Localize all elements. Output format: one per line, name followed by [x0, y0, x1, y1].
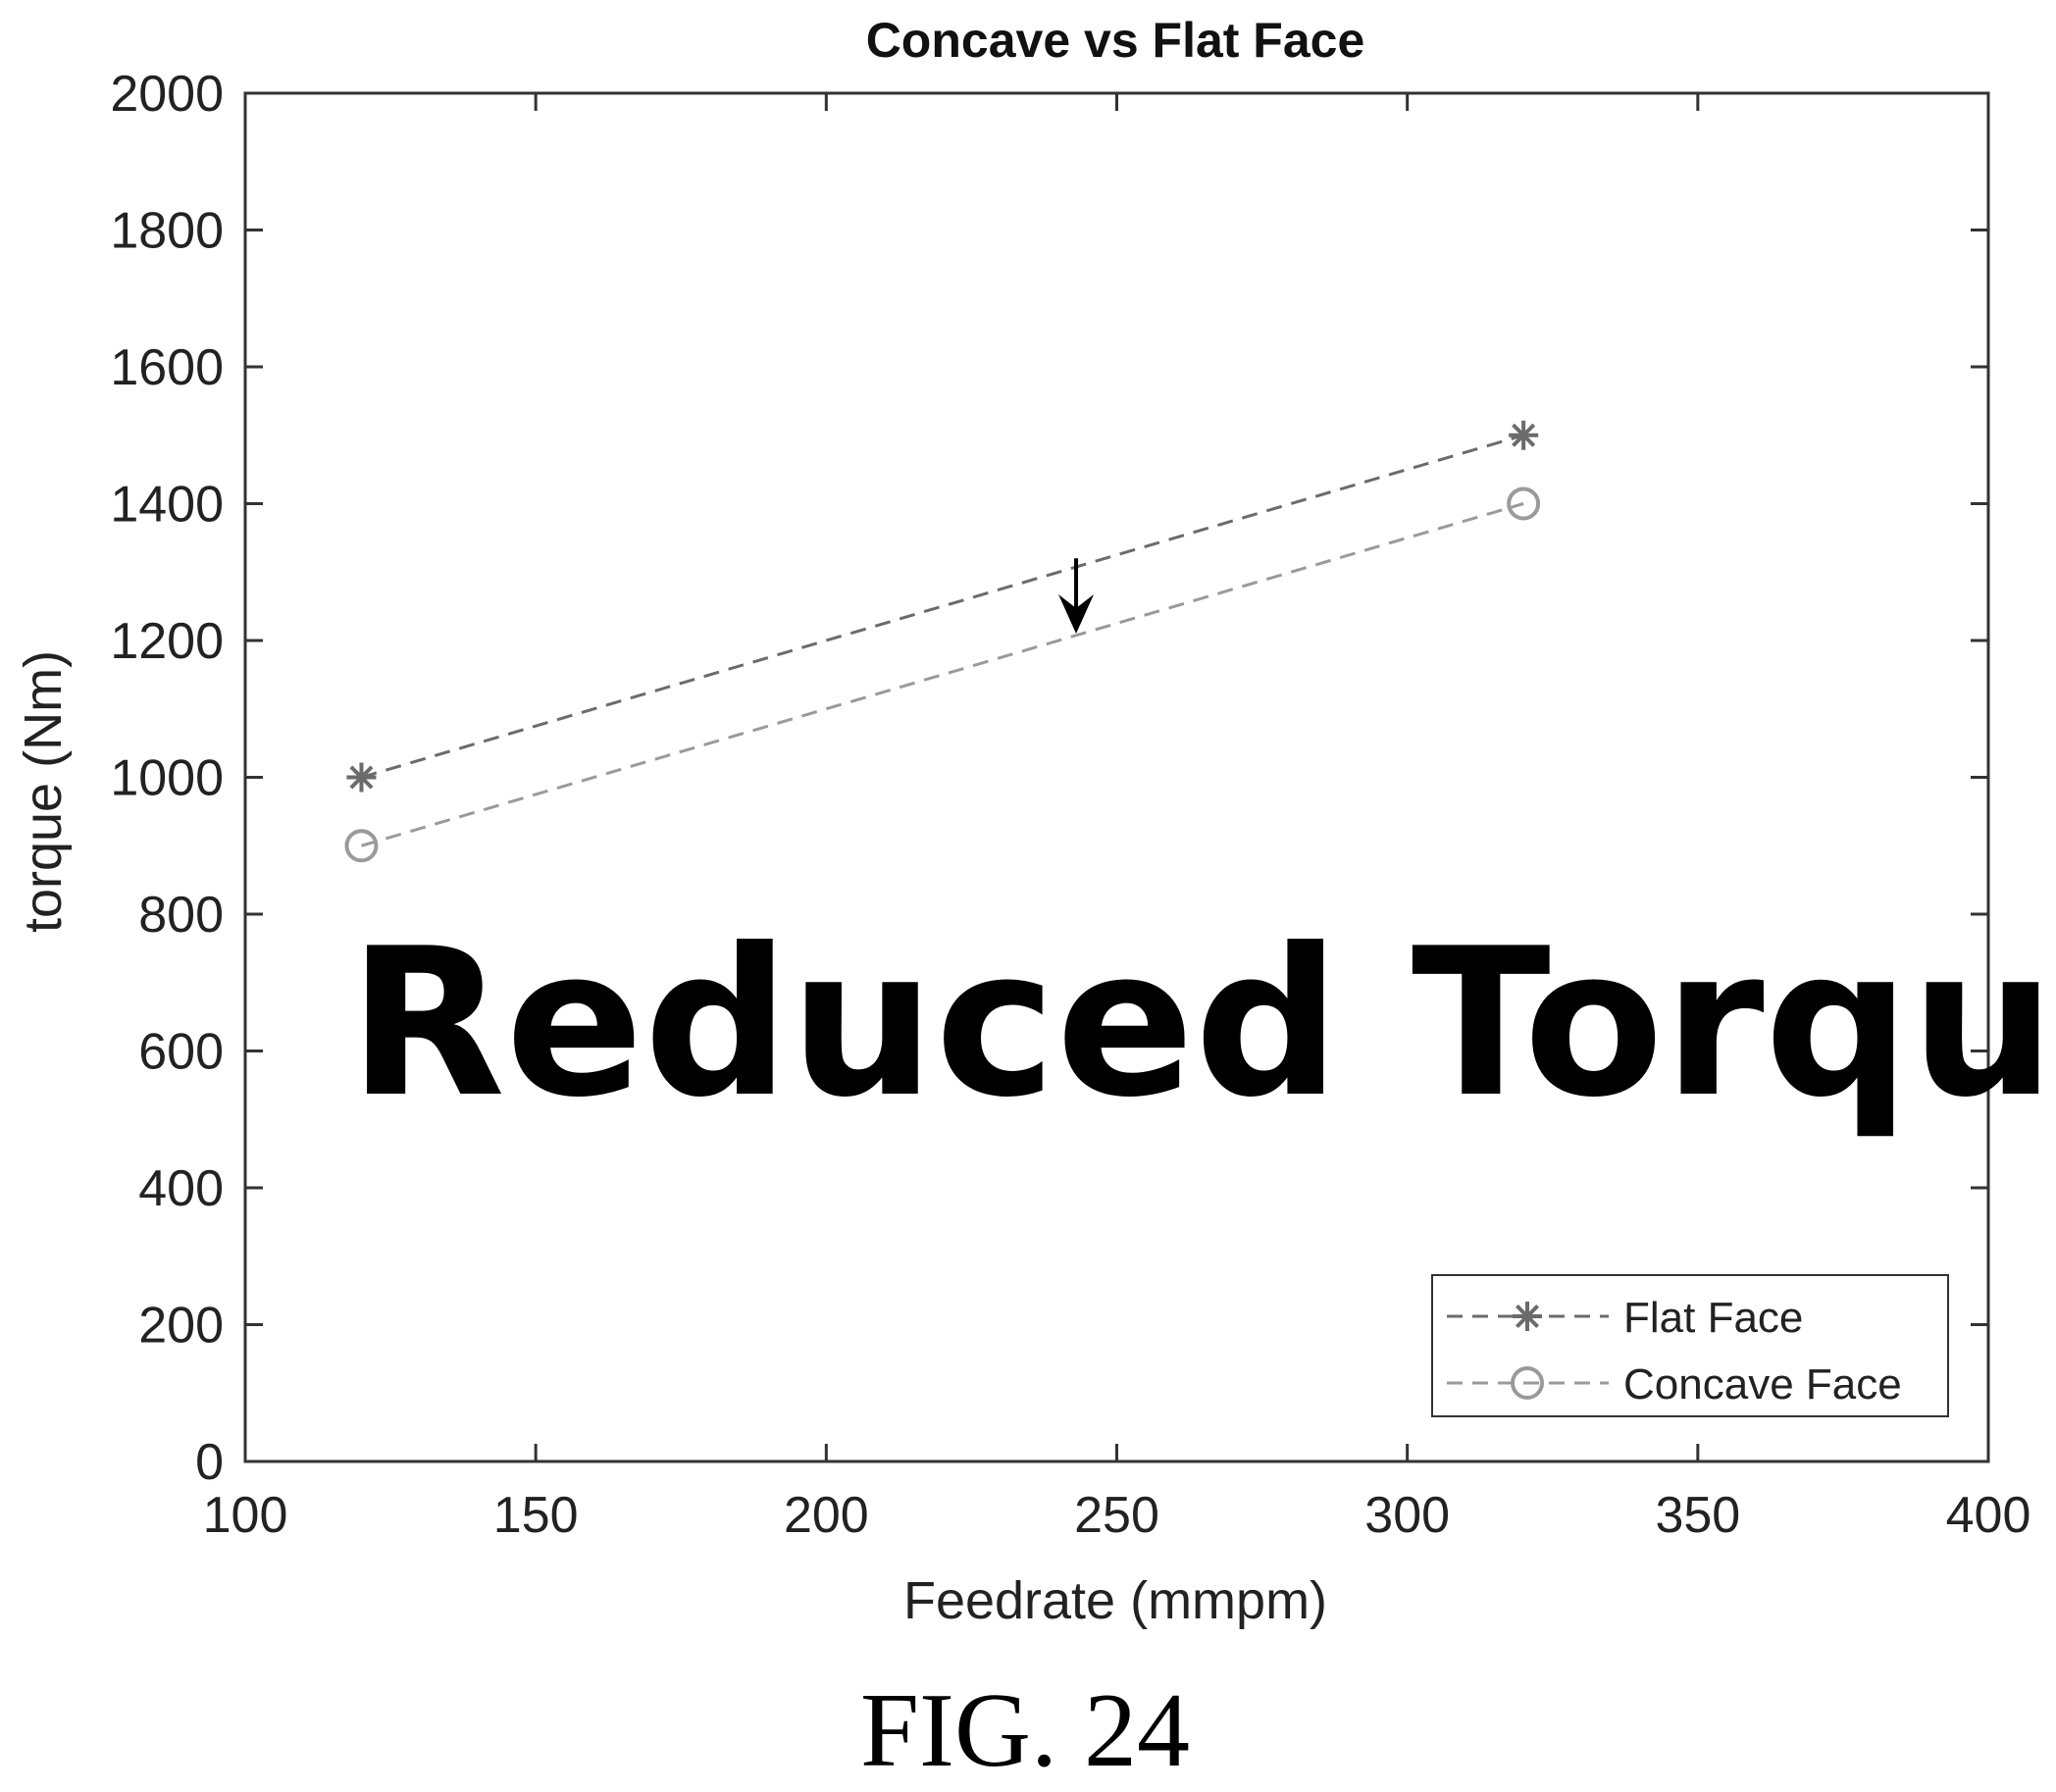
series-line-concave-face — [361, 502, 1524, 847]
plot-frame — [243, 91, 1990, 1463]
chart-title: Concave vs Flat Face — [866, 13, 1365, 68]
y-axis-label: torque (Nm) — [14, 650, 73, 933]
y-tick-label: 1000 — [110, 750, 224, 807]
series-line-flat-face — [361, 434, 1524, 779]
y-tick-label: 800 — [138, 887, 224, 944]
annotation-arrow-head — [1058, 594, 1095, 635]
data-point-flat-face — [346, 762, 377, 793]
y-tick-label: 1600 — [110, 339, 224, 396]
x-tick-label: 250 — [1074, 1487, 1159, 1544]
y-tick-label: 200 — [138, 1298, 224, 1355]
y-tick-label: 600 — [138, 1024, 224, 1081]
data-point-concave-face — [1507, 486, 1541, 521]
x-tick-label: 150 — [493, 1487, 579, 1544]
axes: 100 150 200 250 300 350 400 0 200 400 600 800 1000 12… — [110, 66, 2030, 1544]
legend-marker-flat-face — [1513, 1302, 1542, 1331]
y-tick-label: 1400 — [110, 477, 224, 534]
data-point-concave-face — [344, 829, 379, 863]
legend-label-concave-face: Concave Face — [1623, 1360, 1902, 1408]
data-point-flat-face — [1509, 420, 1539, 450]
x-tick-label: 100 — [203, 1487, 288, 1544]
figure-caption: FIG. 24 — [860, 1672, 1190, 1789]
y-tick-label: 1800 — [110, 203, 224, 260]
y-tick-label: 400 — [138, 1160, 224, 1217]
legend-label-flat-face: Flat Face — [1623, 1294, 1803, 1342]
legend-marker-symbol — [1511, 1366, 1544, 1400]
x-tick-label: 300 — [1364, 1487, 1450, 1544]
y-tick-label: 2000 — [110, 66, 224, 123]
y-tick-label: 1200 — [110, 613, 224, 670]
series-layer — [344, 420, 1541, 863]
x-tick-label: 350 — [1655, 1487, 1740, 1544]
x-tick-label: 400 — [1946, 1487, 2031, 1544]
legend-marker-concave-face — [1511, 1366, 1544, 1400]
legend-item-flat-face: Flat Face — [1447, 1294, 1803, 1342]
x-tick-label: 200 — [784, 1487, 869, 1544]
y-tick-label: 0 — [195, 1434, 224, 1491]
plot-area — [243, 91, 1990, 1463]
legend-marker-symbol — [1513, 1302, 1542, 1331]
annotation-reduced-torque: Reduced Torque — [348, 905, 2056, 1143]
legend: Flat Face Concave Face — [1431, 1274, 1949, 1417]
x-axis-label: Feedrate (mmpm) — [903, 1571, 1327, 1630]
legend-item-concave-face: Concave Face — [1447, 1360, 1902, 1408]
